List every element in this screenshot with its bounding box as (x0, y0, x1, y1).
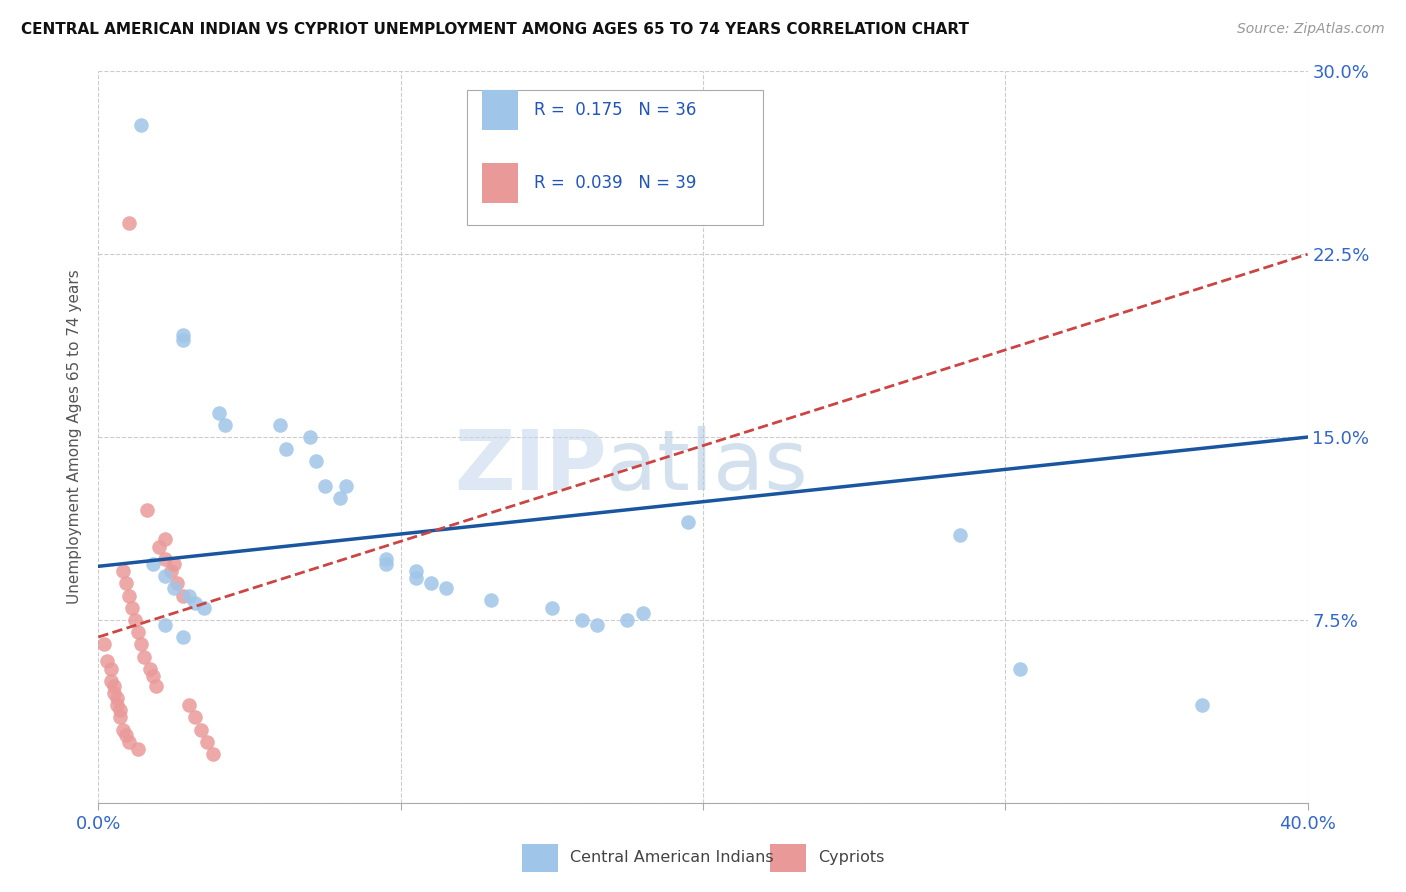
Point (184, 710, 207, 724)
Point (179, 698, 201, 713)
Point (202, 747, 225, 761)
Text: Central American Indians: Central American Indians (569, 850, 773, 865)
Point (114, 576, 136, 591)
Text: R =  0.039   N = 39: R = 0.039 N = 39 (534, 174, 696, 192)
Point (193, 600, 215, 615)
Point (571, 613, 593, 627)
FancyBboxPatch shape (467, 89, 763, 225)
Point (153, 552, 176, 566)
Point (160, 564, 183, 578)
Point (93, 637, 115, 651)
Point (540, 600, 562, 615)
Point (208, 406, 231, 420)
Text: ZIP: ZIP (454, 425, 606, 507)
Point (111, 564, 134, 578)
Text: Source: ZipAtlas.com: Source: ZipAtlas.com (1237, 22, 1385, 37)
Point (121, 600, 143, 615)
Point (103, 686, 125, 700)
Point (172, 589, 194, 603)
Point (108, 703, 131, 717)
Point (299, 430, 322, 444)
Point (142, 557, 165, 571)
Point (148, 540, 170, 554)
Point (114, 727, 136, 741)
Point (1010, 662, 1032, 676)
Point (616, 613, 638, 627)
Bar (769, 844, 806, 871)
Point (127, 742, 149, 756)
Point (163, 557, 186, 571)
Point (335, 479, 357, 493)
Text: R =  0.175   N = 36: R = 0.175 N = 36 (534, 101, 696, 119)
Point (179, 589, 201, 603)
Point (1191, 698, 1213, 713)
Point (405, 564, 427, 578)
Point (434, 581, 457, 595)
Point (374, 557, 396, 571)
Point (142, 669, 165, 683)
Point (190, 723, 212, 737)
Point (314, 479, 336, 493)
Point (586, 617, 609, 632)
Point (96, 654, 118, 668)
Point (949, 527, 972, 541)
Point (145, 679, 167, 693)
Point (676, 516, 699, 530)
Point (124, 613, 146, 627)
Point (329, 491, 352, 505)
Point (105, 698, 128, 713)
Point (105, 690, 128, 705)
Point (153, 569, 176, 583)
Point (111, 723, 134, 737)
Point (172, 630, 194, 644)
Point (139, 662, 162, 676)
Point (153, 617, 176, 632)
Point (127, 625, 149, 640)
Point (103, 679, 125, 693)
Point (195, 735, 218, 749)
Point (166, 576, 188, 591)
Point (129, 637, 152, 651)
Point (172, 333, 194, 347)
Point (135, 503, 157, 517)
Point (184, 596, 207, 610)
Bar (482, 90, 517, 130)
Bar (482, 163, 517, 203)
Text: CENTRAL AMERICAN INDIAN VS CYPRIOT UNEMPLOYMENT AMONG AGES 65 TO 74 YEARS CORREL: CENTRAL AMERICAN INDIAN VS CYPRIOT UNEMP… (21, 22, 969, 37)
Point (118, 215, 141, 229)
Point (108, 710, 131, 724)
Text: atlas: atlas (606, 425, 808, 507)
Point (274, 442, 297, 457)
Point (214, 417, 236, 432)
Point (405, 572, 427, 586)
Point (100, 662, 122, 676)
Point (631, 606, 654, 620)
Point (481, 593, 503, 607)
Y-axis label: Unemployment Among Ages 65 to 74 years: Unemployment Among Ages 65 to 74 years (67, 269, 83, 605)
Point (420, 576, 443, 591)
Text: Cypriots: Cypriots (818, 850, 884, 865)
Point (132, 649, 155, 664)
Point (269, 417, 291, 432)
Point (374, 552, 396, 566)
Point (172, 327, 194, 342)
Bar (522, 844, 558, 871)
Point (100, 673, 122, 688)
Point (305, 454, 328, 468)
Point (153, 533, 176, 547)
Point (163, 581, 186, 595)
Point (129, 118, 152, 132)
Point (118, 589, 141, 603)
Point (118, 735, 141, 749)
